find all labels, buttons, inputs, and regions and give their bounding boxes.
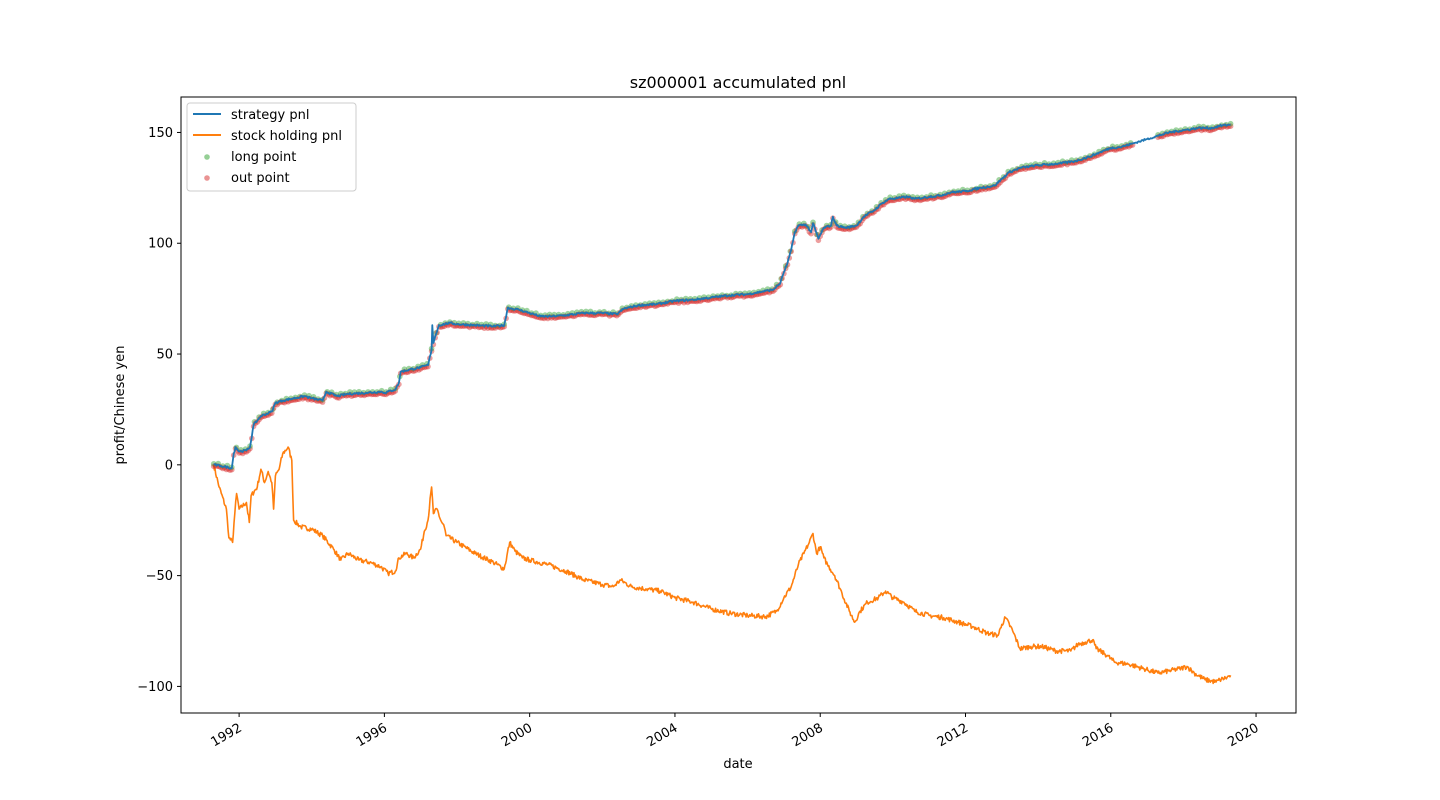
out-point <box>808 230 814 237</box>
y-tick-label: 100 <box>148 237 173 252</box>
legend-label-stock: stock holding pnl <box>231 129 342 144</box>
out-point <box>828 224 834 230</box>
out-point <box>481 325 488 332</box>
out-point <box>1022 166 1029 172</box>
legend-label-out: out point <box>231 171 290 186</box>
axes-frame <box>180 96 1297 714</box>
chart-title: sz000001 accumulated pnl <box>630 73 847 92</box>
x-axis-label: date <box>723 757 752 772</box>
out-point <box>485 325 491 332</box>
y-tick-label: 0 <box>165 458 173 473</box>
out-point <box>416 367 422 373</box>
legend-swatch-out <box>204 175 210 181</box>
y-axis: −100 −50 0 50 100 150 <box>137 126 181 695</box>
legend: strategy pnl stock holding pnl long poin… <box>186 102 357 192</box>
out-point <box>741 294 747 300</box>
legend-swatch-long <box>204 154 210 160</box>
series-line-strategy <box>213 123 1231 470</box>
legend-label-strategy: strategy pnl <box>231 108 309 123</box>
long-point <box>810 219 816 226</box>
out-point <box>319 399 326 405</box>
series-line-stock-holding <box>212 446 1232 685</box>
y-tick-label: −50 <box>146 569 173 584</box>
y-tick-label: 50 <box>156 348 173 363</box>
out-point <box>815 237 822 244</box>
out-point <box>675 300 682 306</box>
out-point <box>1009 169 1016 176</box>
plot-area <box>210 120 1234 685</box>
out-point <box>299 396 306 402</box>
y-tick-label: −100 <box>137 680 173 695</box>
y-tick-label: 150 <box>148 126 173 141</box>
legend-box <box>186 102 357 192</box>
legend-label-long: long point <box>231 150 296 165</box>
out-point <box>1064 161 1070 168</box>
y-axis-label: profit/Chinese yen <box>113 346 128 465</box>
